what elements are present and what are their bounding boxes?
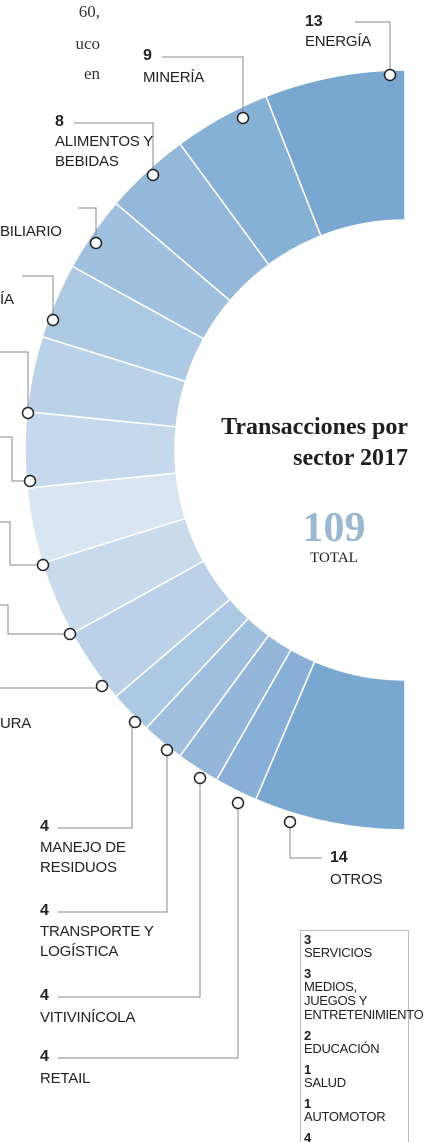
intro-text: 60,: [78, 2, 100, 21]
leader-line: [355, 21, 391, 75]
sector-name: ENERGÍA: [305, 33, 372, 50]
leader-dot: [383, 68, 397, 82]
others-box: 3 SERVICIOS 3 MEDIOS, JUEGOS Y ENTRETENIMIE…: [300, 930, 424, 1142]
leader-dot: [283, 815, 297, 829]
breakdown-value: 1: [304, 1096, 312, 1111]
leader-line: [58, 778, 201, 998]
leader-dot: [89, 236, 103, 250]
leader-dot: [146, 168, 160, 182]
total-value: 109: [302, 505, 366, 551]
sector-name: MINERÍA: [143, 69, 205, 86]
leader-dot: [23, 474, 37, 488]
intro-text: en: [83, 64, 100, 83]
sector-value: 4: [40, 987, 49, 1004]
leader-line: [0, 436, 30, 482]
breakdown-value: 4: [304, 1130, 312, 1142]
sector-value: 4: [40, 902, 49, 919]
leader-dot: [95, 679, 109, 693]
breakdown-label: EDUCACIÓN: [304, 1041, 380, 1056]
leader-dot: [21, 406, 35, 420]
sector-value: 4: [40, 818, 49, 835]
sector-name: VITIVINÍCOLA: [40, 1009, 136, 1026]
sector-name: ALIMENTOS Y BEBIDAS: [55, 133, 153, 170]
breakdown-value: 3: [304, 932, 312, 947]
leader-line: [58, 722, 133, 829]
leader-line: [162, 56, 244, 118]
leader-dot: [128, 715, 142, 729]
leader-dot: [36, 558, 50, 572]
leader-line: [0, 604, 70, 635]
sector-name: ÍA: [0, 291, 14, 308]
leader-line: [22, 275, 54, 320]
leader-line: [74, 122, 154, 175]
sector-value: 4: [40, 1048, 49, 1065]
sector-name: BILIARIO: [0, 223, 62, 240]
sector-name: URA: [0, 715, 32, 732]
leader-line: [0, 351, 29, 413]
breakdown-value: 2: [304, 1028, 312, 1043]
leader-dot: [46, 313, 60, 327]
leader-dot: [63, 627, 77, 641]
sector-value: 9: [143, 47, 152, 64]
sector-name: RETAIL: [40, 1070, 91, 1087]
leader-dot: [160, 743, 174, 757]
leader-dot: [236, 111, 250, 125]
leader-line: [78, 207, 97, 243]
sector-name: TRANSPORTE Y LOGÍSTICA: [40, 923, 154, 960]
leader-line: [58, 750, 168, 913]
breakdown-value: 3: [304, 966, 312, 981]
breakdown-label: SERVICIOS: [304, 945, 372, 960]
total-label: TOTAL: [310, 550, 358, 566]
breakdown-label: SALUD: [304, 1075, 346, 1090]
leader-line: [289, 822, 322, 859]
sector-value: 8: [55, 113, 64, 130]
sector-name: OTROS: [330, 871, 383, 888]
sector-name: MANEJO DE RESIDUOS: [40, 839, 126, 876]
sector-value: 13: [305, 13, 323, 30]
breakdown-label: AUTOMOTOR: [304, 1109, 386, 1124]
breakdown-value: 1: [304, 1062, 312, 1077]
intro-text: uco: [75, 34, 100, 53]
leader-line: [58, 803, 239, 1059]
donut-slice: [254, 660, 406, 831]
chart-title: Transacciones por sector 2017: [221, 414, 408, 471]
leader-dot: [231, 796, 245, 810]
leader-line: [0, 521, 43, 566]
sector-value: 14: [330, 849, 348, 866]
breakdown-label: MEDIOS, JUEGOS Y ENTRETENIMIENTO: [304, 979, 424, 1022]
leader-dot: [193, 771, 207, 785]
